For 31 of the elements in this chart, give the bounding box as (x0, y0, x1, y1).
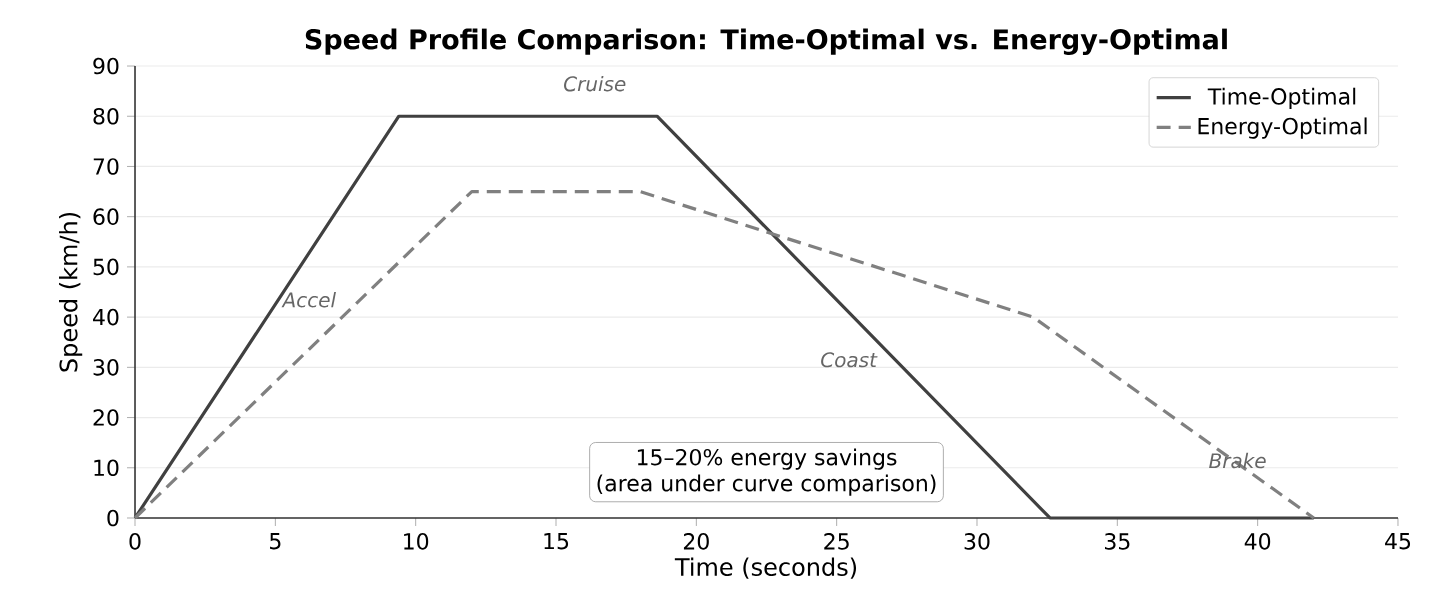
y-tick-label: 70 (93, 158, 119, 175)
y-tick-label: 80 (93, 107, 119, 125)
y-tick-label: 50 (93, 258, 119, 276)
x-tick-label: 30 (964, 533, 990, 550)
x-tick-label: 45 (1385, 533, 1411, 550)
x-tick-label: 10 (404, 533, 429, 550)
annotation: Brake (1209, 452, 1266, 469)
y-tick-label: 40 (93, 308, 119, 326)
x-axis-title: Time (seconds) (674, 557, 857, 579)
chart-title: Speed Profile Comparison: Time-Optimal vs. Energy-Optimal (305, 28, 1227, 55)
x-tick-label: 0 (129, 533, 141, 550)
y-axis-title: Speed (km/h) (59, 213, 83, 372)
x-tick-label: 35 (1104, 533, 1130, 550)
annotation: Coast (821, 352, 878, 368)
annotation: Accel (281, 291, 336, 308)
y-tick-label: 60 (93, 208, 119, 225)
annotation: Cruise (564, 75, 626, 92)
legend-label: Time-Optimal (1207, 87, 1356, 110)
y-tick-label: 0 (107, 509, 119, 527)
x-tick-label: 15 (544, 533, 569, 550)
x-tick-label: 25 (824, 533, 849, 550)
y-tick-label: 10 (94, 459, 119, 477)
x-tick-label: 20 (683, 533, 709, 550)
annotation: 15–20% energy savings (637, 448, 897, 470)
legend-label: Energy-Optimal (1198, 117, 1367, 139)
x-tick-label: 40 (1244, 533, 1271, 550)
y-tick-label: 30 (93, 359, 119, 376)
y-tick-label: 90 (93, 57, 119, 75)
annotation: (area under curve comparison) (597, 474, 936, 496)
x-tick-label: 5 (270, 533, 281, 550)
y-tick-label: 20 (93, 409, 119, 426)
